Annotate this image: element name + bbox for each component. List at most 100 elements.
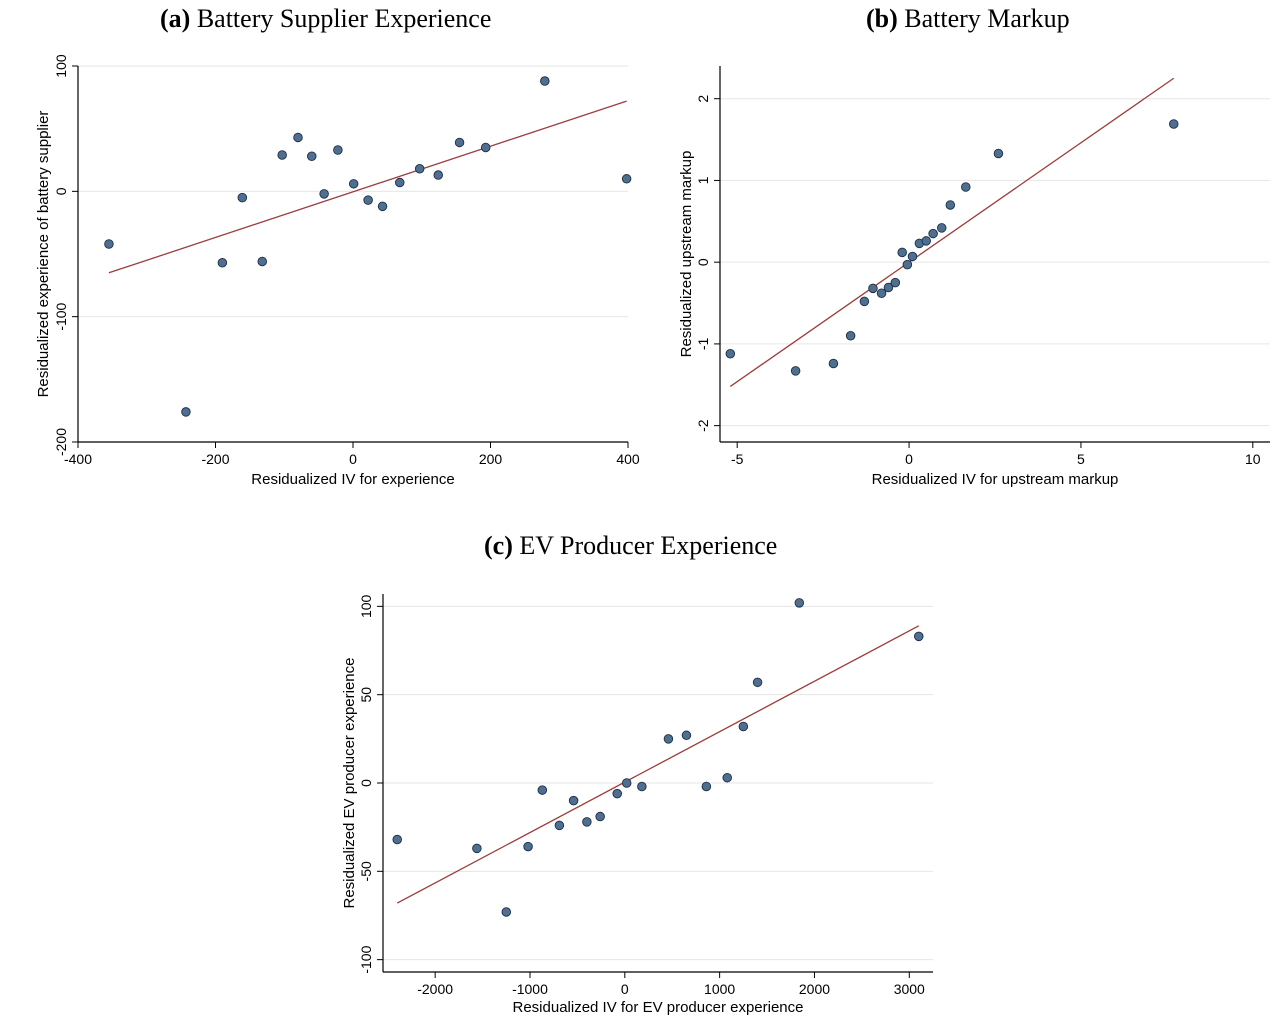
data-point <box>637 781 647 792</box>
data-point <box>537 785 548 795</box>
data-point <box>890 277 901 288</box>
data-point <box>621 174 632 184</box>
panel-a-title-text: Battery Supplier Experience <box>196 4 492 33</box>
x-tick-label: 10 <box>1245 451 1261 467</box>
data-point <box>333 145 343 155</box>
data-point <box>307 151 317 161</box>
fit-line <box>729 77 1175 387</box>
y-tick-label: -2 <box>695 419 711 432</box>
y-tick-label: 50 <box>358 687 374 703</box>
data-point <box>480 142 491 153</box>
data-point <box>472 843 482 854</box>
data-point <box>454 137 465 148</box>
x-axis-label: Residualized IV for upstream markup <box>872 471 1119 488</box>
y-tick-label: 100 <box>53 54 69 78</box>
data-point <box>738 721 749 732</box>
data-point <box>104 239 114 249</box>
panel-b-title: (b) Battery Markup <box>866 4 1070 34</box>
y-tick-label: 0 <box>695 258 711 266</box>
y-tick-label: -200 <box>53 428 69 456</box>
x-tick-label: 5 <box>1077 451 1085 467</box>
x-axis-label: Residualized IV for EV producer experien… <box>513 999 804 1016</box>
panel-a-title: (a) Battery Supplier Experience <box>160 4 491 34</box>
data-point <box>722 772 732 783</box>
data-point <box>582 817 592 827</box>
data-point <box>794 598 805 608</box>
y-tick-label: 100 <box>358 594 374 618</box>
panel-c-tag: (c) <box>484 531 513 560</box>
data-point <box>868 283 878 294</box>
data-point <box>293 132 303 143</box>
panel-b-title-text: Battery Markup <box>904 4 1070 33</box>
x-tick-label: -1000 <box>512 981 548 997</box>
x-tick-label: 0 <box>349 451 357 467</box>
data-point <box>392 834 402 845</box>
data-point <box>554 820 565 831</box>
y-tick-label: 2 <box>695 95 711 103</box>
y-axis-label: Residualized experience of battery suppl… <box>35 111 52 398</box>
data-point <box>363 195 373 205</box>
y-tick-label: -100 <box>53 302 69 330</box>
data-point <box>348 179 359 189</box>
data-point <box>1168 119 1179 129</box>
data-point <box>993 148 1004 159</box>
data-point <box>945 200 956 210</box>
data-point <box>414 164 425 174</box>
data-point <box>876 288 887 298</box>
panel-a-tag: (a) <box>160 4 191 33</box>
y-axis-label: Residualized upstream markup <box>678 151 695 358</box>
x-tick-label: 0 <box>621 981 629 997</box>
fit-line <box>108 100 627 274</box>
x-tick-label: 2000 <box>799 981 830 997</box>
y-tick-label: -1 <box>695 337 711 350</box>
data-point <box>845 330 856 341</box>
data-point <box>907 251 918 262</box>
data-point <box>725 348 736 359</box>
data-point <box>828 358 839 369</box>
panel-b-tag: (b) <box>866 4 898 33</box>
y-tick-label: -100 <box>358 945 374 973</box>
data-point <box>433 170 444 180</box>
x-tick-label: -200 <box>201 451 229 467</box>
y-axis-label: Residualized EV producer experience <box>341 658 358 909</box>
data-point <box>663 734 674 744</box>
data-point <box>859 296 870 307</box>
x-tick-label: -5 <box>731 451 744 467</box>
panel-c-title: (c) EV Producer Experience <box>484 531 777 561</box>
data-point <box>928 228 938 239</box>
data-point <box>181 407 191 417</box>
data-point <box>217 258 228 268</box>
data-point <box>936 223 947 233</box>
data-point <box>921 236 932 246</box>
data-point <box>961 182 971 192</box>
data-point <box>621 778 632 788</box>
data-point <box>897 247 907 258</box>
data-point <box>501 907 512 917</box>
data-point <box>237 192 248 203</box>
data-point <box>395 177 405 188</box>
x-tick-label: -400 <box>64 451 92 467</box>
data-point <box>681 730 692 741</box>
data-point <box>612 788 622 799</box>
data-point <box>319 189 329 199</box>
x-axis-label: Residualized IV for experience <box>251 471 454 488</box>
y-tick-label: 0 <box>53 187 69 195</box>
y-tick-label: 0 <box>358 779 374 787</box>
data-point <box>568 795 579 806</box>
data-point <box>914 631 924 642</box>
data-point <box>790 366 801 376</box>
x-tick-label: 1000 <box>704 981 735 997</box>
data-point <box>377 201 388 212</box>
panel-c-title-text: EV Producer Experience <box>519 531 778 560</box>
y-tick-label: -50 <box>358 861 374 881</box>
x-tick-label: -2000 <box>417 981 453 997</box>
data-point <box>540 76 550 86</box>
data-point <box>595 811 605 822</box>
x-tick-label: 200 <box>479 451 503 467</box>
data-point <box>701 781 712 792</box>
data-point <box>257 256 268 267</box>
y-tick-label: 1 <box>695 176 711 184</box>
